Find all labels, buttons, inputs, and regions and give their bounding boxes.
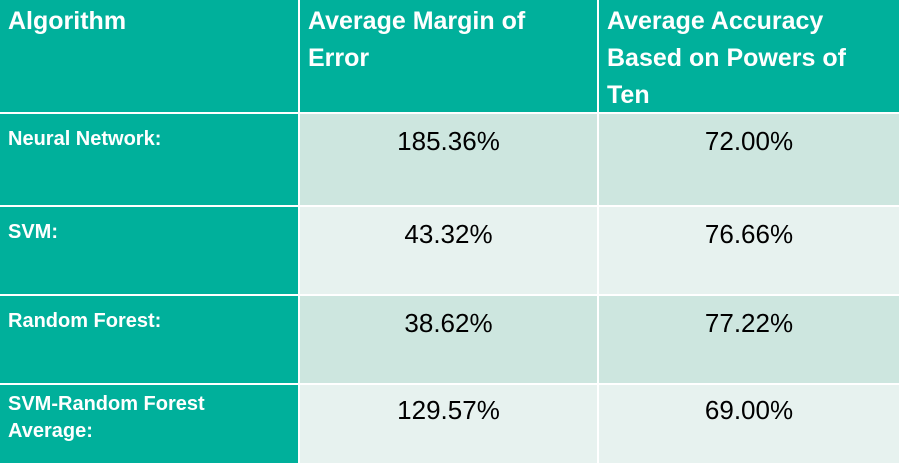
- row-label-svm-random-forest-average: SVM-Random Forest Average:: [0, 385, 300, 465]
- accuracy-svm: 76.66%: [599, 207, 899, 296]
- header-algorithm: Algorithm: [0, 0, 300, 114]
- accuracy-svm-random-forest-average: 69.00%: [599, 385, 899, 465]
- header-accuracy: Average Accuracy Based on Powers of Ten: [599, 0, 899, 114]
- header-margin-of-error: Average Margin of Error: [300, 0, 599, 114]
- row-label-svm: SVM:: [0, 207, 300, 296]
- margin-svm: 43.32%: [300, 207, 599, 296]
- margin-svm-random-forest-average: 129.57%: [300, 385, 599, 465]
- margin-neural-network: 185.36%: [300, 114, 599, 207]
- row-label-neural-network: Neural Network:: [0, 114, 300, 207]
- accuracy-random-forest: 77.22%: [599, 296, 899, 385]
- row-label-random-forest: Random Forest:: [0, 296, 300, 385]
- margin-random-forest: 38.62%: [300, 296, 599, 385]
- accuracy-neural-network: 72.00%: [599, 114, 899, 207]
